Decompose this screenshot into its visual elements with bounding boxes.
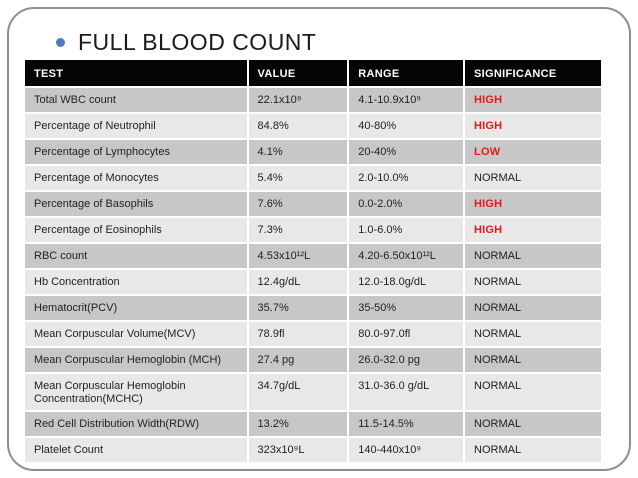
range-cell: 4.1-10.9x10⁹: [349, 88, 464, 112]
range-cell: 40-80%: [349, 114, 464, 138]
range-cell: 11.5-14.5%: [349, 412, 464, 436]
range-cell: 20-40%: [349, 140, 464, 164]
value-cell: 78.9fl: [248, 322, 348, 346]
table-row: Percentage of Monocytes 5.4% 2.0-10.0% NORM…: [25, 166, 601, 190]
table-row: Platelet Count 323x10⁹L 140-440x10⁹ NORMAL: [25, 438, 601, 462]
significance-cell: NORMAL: [465, 348, 601, 372]
significance-cell: NORMAL: [465, 270, 601, 294]
slide-title: FULL BLOOD COUNT: [78, 29, 317, 55]
table-row: Total WBC count 22.1x10⁹ 4.1-10.9x10⁹ HIGH: [25, 88, 601, 112]
value-cell: 4.53x10¹²L: [248, 244, 348, 268]
column-header-value: VALUE: [248, 60, 348, 86]
test-cell: Percentage of Neutrophil: [25, 114, 247, 138]
value-cell: 22.1x10⁹: [248, 88, 348, 112]
value-cell: 35.7%: [248, 296, 348, 320]
significance-cell: HIGH: [465, 114, 601, 138]
significance-cell: NORMAL: [465, 244, 601, 268]
table-row: RBC count 4.53x10¹²L 4.20-6.50x10¹²L NORMAL: [25, 244, 601, 268]
test-cell: Mean Corpuscular Hemoglobin (MCH): [25, 348, 247, 372]
range-cell: 140-440x10⁹: [349, 438, 464, 462]
table-row: Mean Corpuscular Hemoglobin (MCH) 27.4 pg…: [25, 348, 601, 372]
range-cell: 4.20-6.50x10¹²L: [349, 244, 464, 268]
table-body: Total WBC count 22.1x10⁹ 4.1-10.9x10⁹ HIGH P…: [25, 88, 601, 462]
value-cell: 7.3%: [248, 218, 348, 242]
test-cell: Mean Corpuscular Hemoglobin Concentratio…: [25, 374, 247, 410]
table-row: Percentage of Neutrophil 84.8% 40-80% HIGH: [25, 114, 601, 138]
significance-cell: HIGH: [465, 88, 601, 112]
table-row: Percentage of Lymphocytes 4.1% 20-40% LOW: [25, 140, 601, 164]
value-cell: 84.8%: [248, 114, 348, 138]
test-cell: Mean Corpuscular Volume(MCV): [25, 322, 247, 346]
test-cell: Hematocrit(PCV): [25, 296, 247, 320]
test-cell: Total WBC count: [25, 88, 247, 112]
table-header: TEST VALUE RANGE SIGNIFICANCE: [25, 60, 601, 86]
significance-cell: NORMAL: [465, 322, 601, 346]
test-cell: Percentage of Lymphocytes: [25, 140, 247, 164]
blood-count-table: TEST VALUE RANGE SIGNIFICANCE Total WBC …: [23, 58, 603, 464]
title-row: FULL BLOOD COUNT: [56, 29, 316, 56]
table-header-row: TEST VALUE RANGE SIGNIFICANCE: [25, 60, 601, 86]
table-row: Hematocrit(PCV) 35.7% 35-50% NORMAL: [25, 296, 601, 320]
value-cell: 7.6%: [248, 192, 348, 216]
test-cell: Percentage of Monocytes: [25, 166, 247, 190]
significance-cell: NORMAL: [465, 412, 601, 436]
table-row: Mean Corpuscular Hemoglobin Concentratio…: [25, 374, 601, 410]
significance-cell: NORMAL: [465, 296, 601, 320]
value-cell: 13.2%: [248, 412, 348, 436]
range-cell: 35-50%: [349, 296, 464, 320]
column-header-test: TEST: [25, 60, 247, 86]
significance-cell: HIGH: [465, 218, 601, 242]
value-cell: 5.4%: [248, 166, 348, 190]
range-cell: 80.0-97.0fl: [349, 322, 464, 346]
range-cell: 26.0-32.0 pg: [349, 348, 464, 372]
column-header-range: RANGE: [349, 60, 464, 86]
range-cell: 1.0-6.0%: [349, 218, 464, 242]
range-cell: 31.0-36.0 g/dL: [349, 374, 464, 410]
significance-cell: NORMAL: [465, 438, 601, 462]
column-header-significance: SIGNIFICANCE: [465, 60, 601, 86]
test-cell: Red Cell Distribution Width(RDW): [25, 412, 247, 436]
significance-cell: HIGH: [465, 192, 601, 216]
bullet-icon: [56, 38, 65, 47]
value-cell: 4.1%: [248, 140, 348, 164]
significance-cell: NORMAL: [465, 374, 601, 410]
test-cell: Platelet Count: [25, 438, 247, 462]
test-cell: RBC count: [25, 244, 247, 268]
significance-cell: NORMAL: [465, 166, 601, 190]
test-cell: Percentage of Basophils: [25, 192, 247, 216]
test-cell: Percentage of Eosinophils: [25, 218, 247, 242]
value-cell: 323x10⁹L: [248, 438, 348, 462]
range-cell: 0.0-2.0%: [349, 192, 464, 216]
range-cell: 12.0-18.0g/dL: [349, 270, 464, 294]
significance-cell: LOW: [465, 140, 601, 164]
test-cell: Hb Concentration: [25, 270, 247, 294]
table-row: Mean Corpuscular Volume(MCV) 78.9fl 80.0-9…: [25, 322, 601, 346]
range-cell: 2.0-10.0%: [349, 166, 464, 190]
value-cell: 12.4g/dL: [248, 270, 348, 294]
table-row: Percentage of Basophils 7.6% 0.0-2.0% HIGH: [25, 192, 601, 216]
value-cell: 27.4 pg: [248, 348, 348, 372]
table-row: Hb Concentration 12.4g/dL 12.0-18.0g/dL NOR…: [25, 270, 601, 294]
table-row: Percentage of Eosinophils 7.3% 1.0-6.0% HIG…: [25, 218, 601, 242]
table-row: Red Cell Distribution Width(RDW) 13.2% 11.…: [25, 412, 601, 436]
value-cell: 34.7g/dL: [248, 374, 348, 410]
